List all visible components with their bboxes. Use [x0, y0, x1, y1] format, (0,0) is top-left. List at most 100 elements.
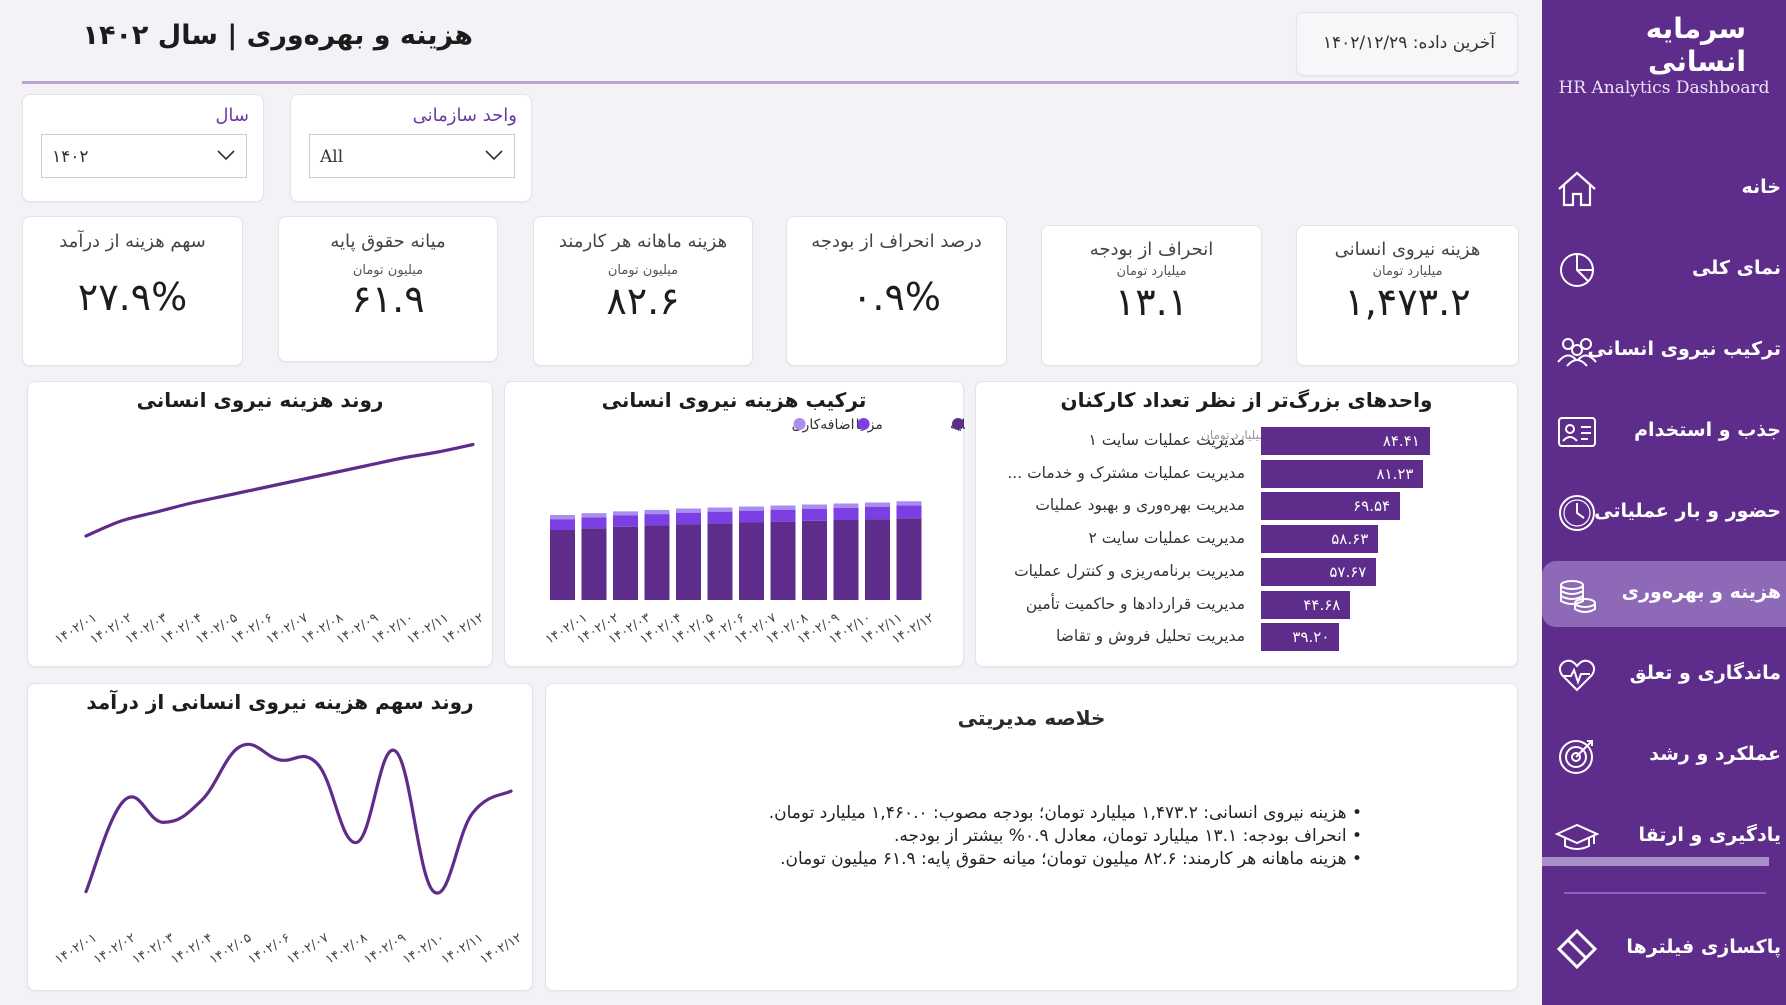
- stacked-bar-segment[interactable]: [644, 509, 670, 515]
- stacked-bar-segment[interactable]: [739, 510, 764, 523]
- data-point[interactable]: [326, 467, 338, 479]
- management-summary: خلاصه مدیریتی • هزینه نیروی انسانی: ۱,۴۷…: [545, 683, 1518, 991]
- data-point[interactable]: [467, 439, 479, 451]
- kpi-title: هزینه نیروی انسانی: [1334, 239, 1481, 260]
- stacked-bar-segment[interactable]: [770, 505, 796, 510]
- data-point[interactable]: [350, 836, 362, 848]
- data-point[interactable]: [80, 886, 92, 898]
- data-point[interactable]: [221, 490, 233, 502]
- sidebar-item-learning[interactable]: یادگیری و ارتقا: [1542, 804, 1786, 870]
- sidebar-item-label: خانه: [1741, 176, 1781, 198]
- data-point[interactable]: [150, 506, 162, 518]
- stacked-bar-segment[interactable]: [865, 502, 890, 507]
- stacked-bar-segment[interactable]: [865, 519, 890, 600]
- bar[interactable]: ۴۴.۶۸: [1261, 590, 1351, 619]
- data-point[interactable]: [389, 745, 401, 757]
- sidebar-scrollbar[interactable]: [1542, 857, 1769, 866]
- sidebar-item-label: هزینه و بهره‌وری: [1621, 581, 1781, 603]
- stacked-bar-segment[interactable]: [550, 530, 575, 600]
- pie-chart-icon: [1560, 253, 1594, 287]
- stacked-bar-segment[interactable]: [739, 522, 764, 601]
- stacked-bar-segment[interactable]: [581, 513, 607, 518]
- stacked-bar-segment[interactable]: [770, 509, 796, 522]
- stacked-bar-segment[interactable]: [550, 519, 575, 530]
- bar-value-label: ۴۴.۶۸: [1303, 595, 1341, 614]
- stacked-bar-segment[interactable]: [613, 511, 638, 516]
- data-point[interactable]: [397, 452, 409, 464]
- sidebar-item-recruitment[interactable]: جذب و استخدام: [1542, 399, 1786, 465]
- data-point[interactable]: [235, 740, 247, 752]
- stacked-bar-segment[interactable]: [833, 503, 859, 508]
- data-point[interactable]: [273, 754, 285, 766]
- last-data-text: آخرین داده: ۱۴۰۲/۱۲/۲۹: [1322, 33, 1495, 53]
- stacked-bar-segment[interactable]: [707, 511, 733, 524]
- stacked-bar-segment[interactable]: [613, 526, 638, 600]
- bar[interactable]: ۵۸.۶۳: [1261, 525, 1379, 554]
- data-point[interactable]: [196, 794, 208, 806]
- data-point[interactable]: [291, 475, 303, 487]
- stacked-bar-segment[interactable]: [802, 508, 827, 521]
- sidebar-item-workforce[interactable]: ترکیب نیروی انسانی: [1542, 318, 1786, 384]
- sidebar-item-home[interactable]: خانه: [1542, 156, 1786, 222]
- bar[interactable]: ۵۷.۶۷: [1261, 557, 1377, 586]
- stacked-bar-segment[interactable]: [550, 515, 575, 520]
- year-dropdown[interactable]: ۱۴۰۲: [41, 134, 247, 178]
- data-point[interactable]: [312, 758, 324, 770]
- bar[interactable]: ۸۴.۴۱: [1261, 427, 1430, 455]
- stacked-bar-segment[interactable]: [707, 507, 733, 512]
- data-point[interactable]: [256, 482, 268, 494]
- data-point[interactable]: [80, 530, 92, 542]
- data-point[interactable]: [361, 460, 373, 472]
- year-filter-label: سال: [215, 105, 249, 126]
- data-point[interactable]: [432, 446, 444, 458]
- stacked-bar-segment[interactable]: [896, 505, 922, 519]
- stacked-bar-segment[interactable]: [644, 514, 670, 526]
- stacked-bar-segment[interactable]: [833, 520, 859, 600]
- data-point[interactable]: [157, 816, 169, 828]
- stacked-bar-segment[interactable]: [770, 521, 796, 600]
- unit-dropdown[interactable]: All: [309, 134, 515, 178]
- stacked-bar-segment[interactable]: [865, 506, 890, 520]
- sidebar-item-label: ماندگاری و تعلق: [1629, 662, 1781, 684]
- bar[interactable]: ۸۱.۲۳: [1261, 459, 1424, 488]
- series-line[interactable]: [84, 742, 513, 895]
- bar-category-label: مدیریت عملیات سایت ۲: [1088, 529, 1245, 548]
- sidebar-item-performance[interactable]: عملکرد و رشد: [1542, 723, 1786, 789]
- sidebar-item-cost-productivity[interactable]: هزینه و بهره‌وری: [1542, 561, 1786, 627]
- stacked-bar-segment[interactable]: [896, 518, 922, 600]
- stacked-bar-segment[interactable]: [896, 501, 922, 506]
- data-point[interactable]: [428, 886, 440, 898]
- stacked-bar-segment[interactable]: [802, 520, 827, 600]
- data-point[interactable]: [466, 807, 478, 819]
- stacked-bar-segment[interactable]: [581, 528, 607, 600]
- sidebar-item-attendance[interactable]: حضور و بار عملیاتی: [1542, 480, 1786, 546]
- stacked-bar-segment[interactable]: [644, 525, 670, 600]
- hr-cost-composition-chart: ترکیب هزینه نیروی انسانی حقوق پایهمزایاا…: [504, 381, 965, 667]
- stacked-bar-segment[interactable]: [739, 506, 764, 511]
- data-point[interactable]: [505, 785, 517, 797]
- bar[interactable]: ۶۹.۵۴: [1261, 492, 1401, 521]
- bar-value-label: ۵۸.۶۳: [1331, 530, 1369, 549]
- stacked-bar-segment[interactable]: [676, 512, 701, 525]
- brand-title: سرمایه انسانی: [1645, 12, 1746, 78]
- bar[interactable]: ۳۹.۲۰: [1261, 623, 1340, 652]
- year-dropdown-value: ۱۴۰۲: [52, 147, 89, 167]
- stacked-bar-segment[interactable]: [581, 517, 607, 529]
- id-card-icon: [1558, 417, 1596, 447]
- stacked-bar-segment[interactable]: [613, 515, 638, 527]
- stacked-bar-segment[interactable]: [802, 504, 827, 509]
- stacked-bar-segment[interactable]: [676, 524, 701, 600]
- data-point[interactable]: [119, 794, 131, 806]
- clear-filters-button[interactable]: پاکسازی فیلترها: [1542, 916, 1786, 982]
- sidebar-item-retention[interactable]: ماندگاری و تعلق: [1542, 642, 1786, 708]
- sidebar-item-overview[interactable]: نمای کلی: [1542, 237, 1786, 303]
- series-line[interactable]: [84, 442, 475, 538]
- stacked-bar-segment[interactable]: [707, 523, 733, 600]
- bar-category-label: مدیریت قراردادها و حاکمیت تأمین: [1025, 594, 1245, 613]
- data-point[interactable]: [186, 497, 198, 509]
- bar-value-label: ۶۹.۵۴: [1353, 497, 1391, 516]
- stacked-bar-segment[interactable]: [833, 507, 859, 520]
- stacked-bar-segment[interactable]: [676, 508, 701, 513]
- summary-title: خلاصه مدیریتی: [957, 706, 1106, 730]
- data-point[interactable]: [115, 515, 127, 527]
